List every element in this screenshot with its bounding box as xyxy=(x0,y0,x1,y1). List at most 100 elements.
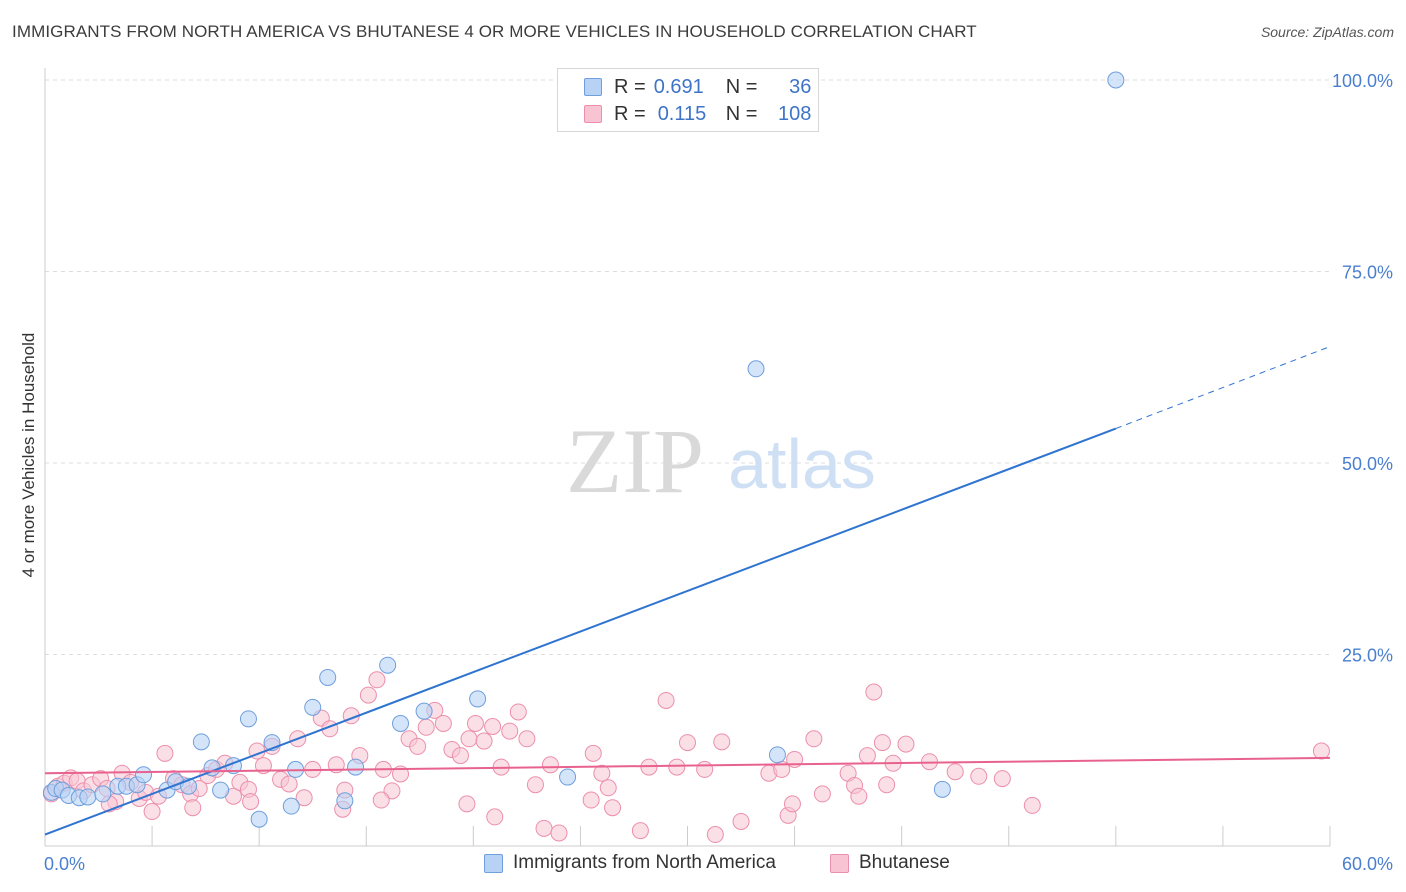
legend-item-bhutanese: Bhutanese xyxy=(830,852,950,874)
point-bhutanese xyxy=(1023,796,1041,814)
point-bhutanese xyxy=(946,763,964,781)
source-label: Source: ZipAtlas.com xyxy=(1260,24,1394,40)
point-bhutanese xyxy=(509,703,527,721)
legend-row-bhutanese: R = 0.115 N = 108 xyxy=(584,102,811,126)
point-bhutanese xyxy=(409,737,427,755)
trend-line-immigrants xyxy=(44,427,1117,836)
y-tick-label: 100.0% xyxy=(1332,71,1393,91)
point-bhutanese xyxy=(713,733,731,751)
point-bhutanese xyxy=(805,730,823,748)
point-bhutanese xyxy=(466,714,484,732)
point-bhutanese xyxy=(501,722,519,740)
point-bhutanese xyxy=(451,747,469,765)
point-bhutanese xyxy=(582,791,600,809)
point-bhutanese xyxy=(679,734,696,752)
point-bhutanese xyxy=(706,826,724,844)
point-immigrants xyxy=(304,698,322,716)
point-bhutanese xyxy=(878,776,896,794)
n-label: N = xyxy=(725,75,758,98)
y-tick-label: 50.0% xyxy=(1342,454,1393,474)
point-immigrants xyxy=(415,702,433,720)
point-bhutanese xyxy=(993,770,1011,788)
legend-label: Immigrants from North America xyxy=(513,852,776,873)
x-tick-label: 60.0% xyxy=(1342,854,1393,874)
r-label: R = xyxy=(614,102,646,125)
point-immigrants xyxy=(768,746,786,764)
legend-label: Bhutanese xyxy=(859,852,950,873)
point-immigrants xyxy=(336,792,354,810)
point-bhutanese xyxy=(254,757,272,775)
point-bhutanese xyxy=(858,747,876,765)
point-bhutanese xyxy=(813,785,831,803)
watermark-atlas: atlas xyxy=(728,425,876,503)
point-bhutanese xyxy=(593,764,611,782)
point-bhutanese xyxy=(484,718,502,736)
legend-swatch-pink xyxy=(830,853,849,873)
point-bhutanese xyxy=(143,803,161,821)
legend-swatch-pink xyxy=(584,105,602,123)
point-bhutanese xyxy=(526,776,544,794)
point-immigrants xyxy=(192,733,210,751)
tick-labels: 25.0% 50.0% 75.0% 100.0% 0.0% 60.0% xyxy=(44,71,1393,874)
point-bhutanese xyxy=(434,714,452,732)
x-tick-label: 0.0% xyxy=(44,854,85,874)
point-immigrants xyxy=(1107,71,1125,89)
point-immigrants xyxy=(135,766,153,784)
point-bhutanese xyxy=(1312,742,1330,760)
point-immigrants xyxy=(79,788,97,806)
series-legend: Immigrants from North America Bhutanese xyxy=(0,852,1406,878)
point-bhutanese xyxy=(732,812,750,830)
trend-line-immigrants-extension xyxy=(1115,346,1331,429)
point-bhutanese xyxy=(668,758,686,776)
point-immigrants xyxy=(933,780,951,798)
point-bhutanese xyxy=(417,718,435,736)
point-bhutanese xyxy=(242,793,260,811)
point-immigrants xyxy=(747,360,765,378)
point-immigrants xyxy=(319,668,337,686)
point-bhutanese xyxy=(696,760,714,778)
point-bhutanese xyxy=(368,671,386,689)
trend-line-bhutanese xyxy=(44,756,1331,775)
point-immigrants xyxy=(559,768,577,786)
legend-swatch-blue xyxy=(484,853,503,873)
point-immigrants xyxy=(379,656,397,674)
y-tick-label: 25.0% xyxy=(1342,646,1393,666)
point-immigrants xyxy=(282,797,300,815)
point-bhutanese xyxy=(460,730,478,748)
point-bhutanese xyxy=(359,686,377,704)
point-bhutanese xyxy=(897,735,915,753)
point-bhutanese xyxy=(518,730,536,748)
trend-layer xyxy=(44,346,1331,836)
correlation-legend: R = 0.691 N = 36 R = 0.115 N = 108 xyxy=(557,68,819,132)
point-bhutanese xyxy=(640,758,658,776)
n-label: N = xyxy=(725,102,758,125)
point-immigrants xyxy=(347,758,365,776)
point-immigrants xyxy=(392,714,410,732)
point-bhutanese xyxy=(599,779,617,797)
legend-row-immigrants: R = 0.691 N = 36 xyxy=(584,75,811,99)
point-immigrants xyxy=(212,781,230,799)
point-bhutanese xyxy=(535,819,553,837)
point-immigrants xyxy=(94,785,112,803)
point-immigrants xyxy=(250,810,268,828)
point-bhutanese xyxy=(458,795,476,813)
series-bhutanese-points xyxy=(42,671,1330,844)
point-bhutanese xyxy=(156,744,174,762)
point-bhutanese xyxy=(295,789,313,807)
point-immigrants xyxy=(239,710,257,728)
r-label: R = xyxy=(614,75,646,98)
point-bhutanese xyxy=(783,795,801,813)
point-bhutanese xyxy=(873,734,891,752)
legend-swatch-blue xyxy=(584,78,602,96)
point-bhutanese xyxy=(970,767,988,785)
r-value: 0.691 xyxy=(653,75,704,98)
point-bhutanese xyxy=(631,822,649,840)
n-value: 108 xyxy=(778,102,812,125)
chart-title: IMMIGRANTS FROM NORTH AMERICA VS BHUTANE… xyxy=(12,22,977,41)
r-value: 0.115 xyxy=(657,102,707,125)
point-bhutanese xyxy=(604,799,622,817)
watermark-zip: ZIP xyxy=(566,410,704,512)
point-immigrants xyxy=(469,690,487,708)
axis-layer xyxy=(44,68,1331,847)
